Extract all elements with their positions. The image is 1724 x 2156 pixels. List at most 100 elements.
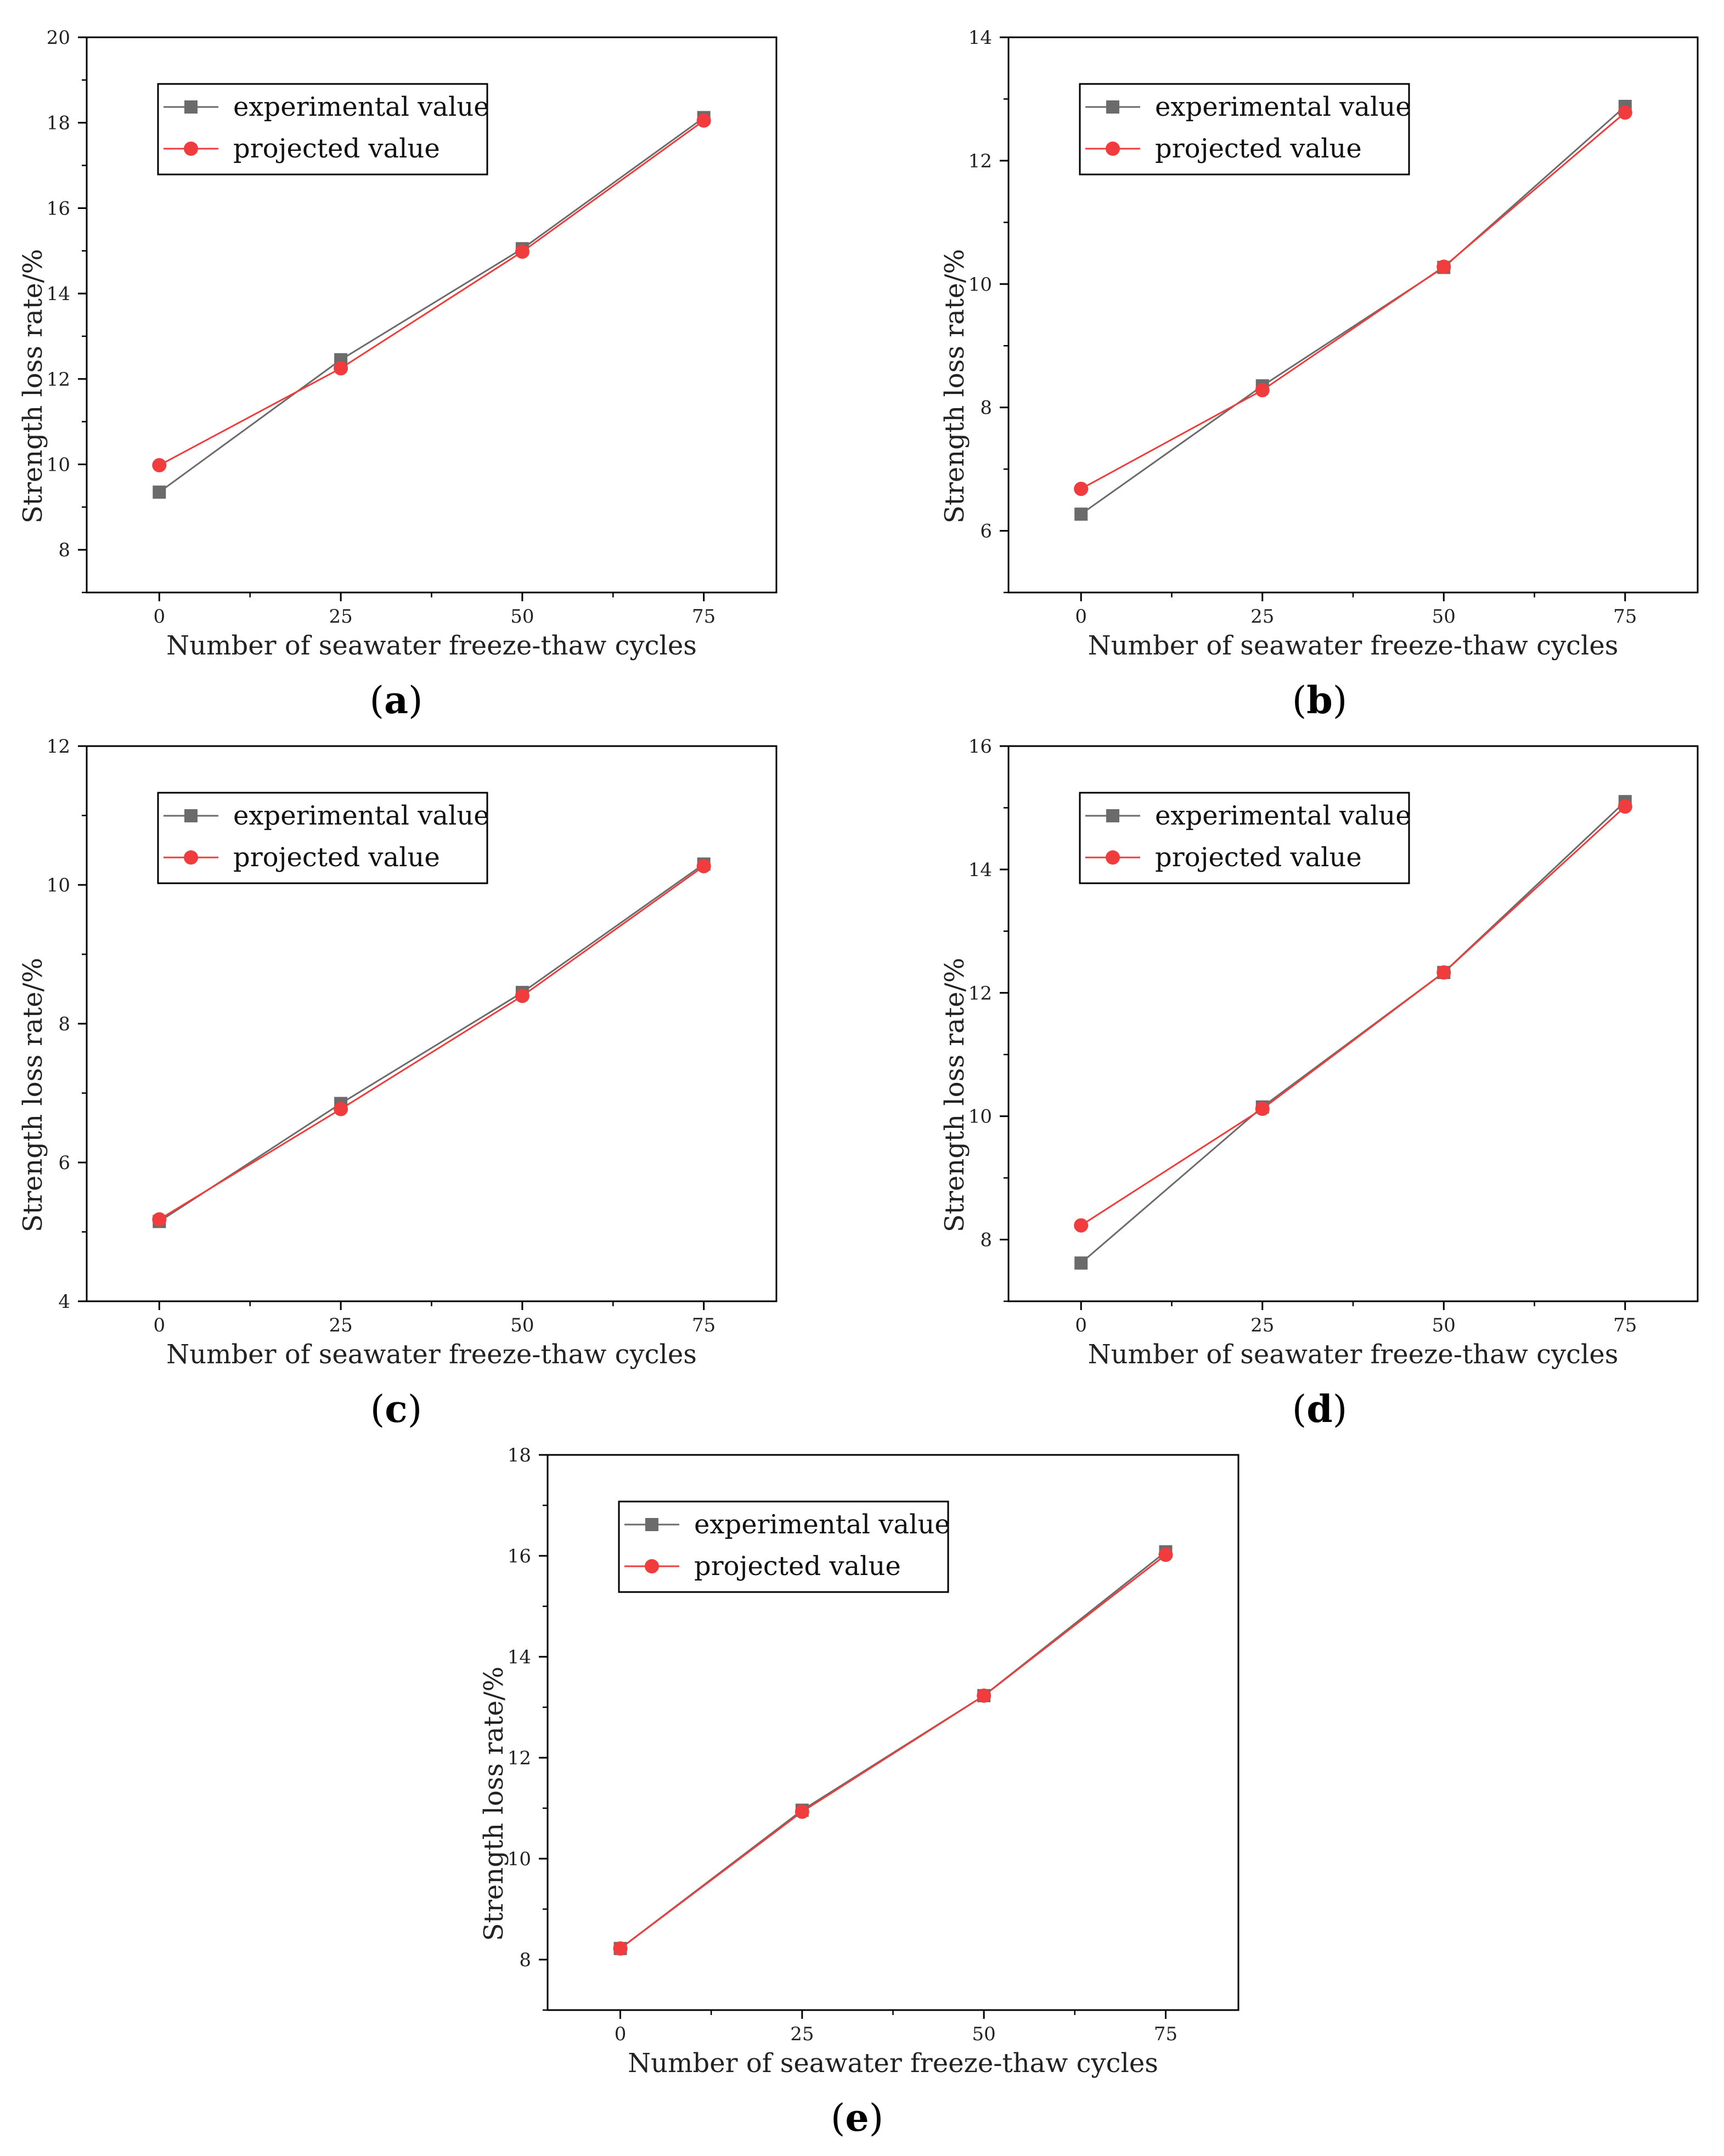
series-line-projected bbox=[619, 1554, 1167, 1949]
series-line-projected bbox=[1080, 806, 1626, 1226]
legend: experimental value projected value bbox=[157, 792, 489, 884]
x-tick-label: 25 bbox=[329, 606, 352, 628]
legend-box bbox=[1079, 792, 1410, 884]
x-tick-label: 25 bbox=[329, 1314, 352, 1336]
data-point-projected bbox=[1255, 1102, 1270, 1116]
x-axis-title: Number of seawater freeze-thaw cycles bbox=[1088, 1339, 1619, 1370]
data-point-projected bbox=[696, 859, 711, 873]
legend-marker-experimental bbox=[1106, 100, 1119, 114]
y-axis-title: Strength loss rate/% bbox=[18, 958, 48, 1232]
data-point-projected bbox=[613, 1941, 628, 1956]
legend-marker-projected bbox=[1106, 850, 1120, 865]
y-axis-title: Strength loss rate/% bbox=[939, 249, 970, 523]
legend: experimental value projected value bbox=[1079, 83, 1411, 176]
legend-marker-projected bbox=[1106, 142, 1120, 156]
chart-panel-e: 0 25 50 75 8 10 12 14 16 18 Number of seawater fre… bbox=[478, 1444, 1240, 2140]
legend-label-experimental: experimental value bbox=[233, 800, 489, 831]
y-axis-title: Strength loss rate/% bbox=[478, 1667, 509, 1941]
data-point-projected bbox=[334, 1102, 348, 1116]
series-line-projected bbox=[159, 120, 705, 466]
x-tick-label: 25 bbox=[1250, 1314, 1274, 1336]
panel-label-close-paren: ) bbox=[1333, 679, 1348, 723]
panel-label-close-paren: ) bbox=[869, 2097, 884, 2140]
panel-label-letter: a bbox=[384, 679, 408, 723]
panel-label-close-paren: ) bbox=[408, 1388, 422, 1431]
data-point-projected bbox=[515, 989, 529, 1003]
data-point-experimental bbox=[153, 486, 166, 499]
legend-label-experimental: experimental value bbox=[1155, 92, 1411, 122]
panel-label-close-paren: ) bbox=[1333, 1388, 1348, 1431]
y-tick-label: 10 bbox=[968, 274, 992, 296]
data-point-projected bbox=[977, 1688, 991, 1703]
legend-box bbox=[1079, 83, 1410, 176]
y-tick-label: 8 bbox=[58, 539, 70, 561]
series-line-experimental bbox=[159, 863, 705, 1222]
legend-box bbox=[157, 83, 488, 176]
legend-label-experimental: experimental value bbox=[1155, 800, 1411, 831]
data-point-projected bbox=[152, 1212, 167, 1227]
y-tick-label: 12 bbox=[968, 150, 992, 172]
panel-label: (b) bbox=[1292, 679, 1348, 723]
y-tick-label: 12 bbox=[47, 736, 70, 758]
x-tick-label: 50 bbox=[972, 2023, 996, 2045]
panel-label-open-paren: ( bbox=[1292, 1388, 1307, 1431]
x-tick-label: 0 bbox=[1075, 1314, 1087, 1336]
chart-panel-c: 0 25 50 75 4 6 8 10 12 Number of seawater freeze-… bbox=[18, 736, 778, 1431]
panel-label-open-paren: ( bbox=[1292, 679, 1307, 723]
panel-label: (d) bbox=[1292, 1387, 1348, 1431]
panel-label: (e) bbox=[831, 2096, 883, 2140]
y-tick-label: 8 bbox=[519, 1949, 531, 1971]
y-tick-label: 12 bbox=[968, 983, 992, 1004]
legend-label-experimental: experimental value bbox=[694, 1509, 950, 1540]
y-tick-label: 12 bbox=[47, 369, 70, 391]
y-tick-label: 10 bbox=[47, 454, 70, 476]
x-tick-label: 75 bbox=[692, 1314, 715, 1336]
legend-label-projected: projected value bbox=[233, 133, 440, 164]
y-tick-label: 14 bbox=[968, 859, 992, 881]
x-axis-title: Number of seawater freeze-thaw cycles bbox=[628, 2048, 1158, 2079]
legend: experimental value projected value bbox=[1079, 792, 1411, 884]
x-tick-label: 25 bbox=[1250, 606, 1274, 628]
data-point-projected bbox=[795, 1804, 809, 1819]
y-tick-label: 20 bbox=[47, 27, 70, 49]
y-tick-label: 10 bbox=[47, 874, 70, 896]
data-point-projected bbox=[152, 458, 167, 473]
y-axis-title: Strength loss rate/% bbox=[18, 249, 48, 523]
x-tick-label: 75 bbox=[1154, 2023, 1177, 2045]
series-line-experimental bbox=[1080, 105, 1626, 515]
panel-label: (a) bbox=[369, 679, 422, 723]
legend-box bbox=[618, 1500, 949, 1593]
legend-box bbox=[157, 792, 488, 884]
data-point-projected bbox=[515, 244, 529, 259]
y-tick-label: 10 bbox=[968, 1106, 992, 1128]
data-point-experimental bbox=[1074, 507, 1088, 521]
y-tick-label: 6 bbox=[980, 521, 992, 543]
panel-label-open-paren: ( bbox=[831, 2097, 846, 2140]
y-tick-label: 16 bbox=[508, 1545, 531, 1567]
x-axis-title: Number of seawater freeze-thaw cycles bbox=[166, 630, 697, 661]
series-line-experimental bbox=[619, 1551, 1167, 1949]
y-tick-label: 14 bbox=[47, 283, 70, 305]
x-tick-label: 0 bbox=[153, 606, 165, 628]
x-tick-label: 0 bbox=[615, 2023, 627, 2045]
x-axis-title: Number of seawater freeze-thaw cycles bbox=[166, 1339, 697, 1370]
x-tick-label: 50 bbox=[1432, 1314, 1456, 1336]
y-tick-label: 18 bbox=[47, 112, 70, 134]
y-axis-title: Strength loss rate/% bbox=[939, 958, 970, 1232]
legend-label-projected: projected value bbox=[233, 842, 440, 873]
legend-marker-projected bbox=[645, 1559, 659, 1573]
series-line-experimental bbox=[159, 117, 705, 493]
x-tick-label: 75 bbox=[692, 606, 715, 628]
data-point-experimental bbox=[1074, 1256, 1088, 1270]
data-point-projected bbox=[1618, 105, 1632, 120]
legend-label-projected: projected value bbox=[1155, 133, 1362, 164]
panel-label-letter: d bbox=[1306, 1387, 1333, 1431]
x-axis-title: Number of seawater freeze-thaw cycles bbox=[1088, 630, 1619, 661]
y-tick-label: 16 bbox=[968, 736, 992, 758]
data-point-projected bbox=[1158, 1548, 1173, 1562]
legend-marker-experimental bbox=[184, 809, 198, 822]
legend-marker-projected bbox=[184, 850, 198, 865]
panel-label-letter: e bbox=[845, 2096, 869, 2140]
series-line-projected bbox=[159, 865, 705, 1221]
